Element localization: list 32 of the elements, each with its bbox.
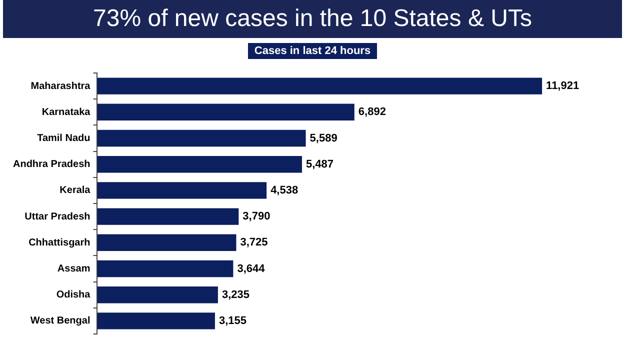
data-label: 5,487	[306, 158, 334, 170]
bar	[97, 260, 234, 278]
y-tick-label: Kerala	[60, 185, 91, 196]
data-label: 3,235	[222, 288, 250, 301]
data-label: 5,589	[310, 132, 338, 144]
y-tick-label: Tamil Nadu	[37, 133, 90, 144]
bar	[97, 234, 236, 251]
y-tick-label: Andhra Pradesh	[12, 159, 90, 170]
bar	[97, 104, 354, 120]
y-tick-label: Assam	[57, 264, 90, 274]
bar	[97, 182, 267, 199]
data-label: 3,725	[240, 236, 268, 249]
data-label: 11,921	[546, 80, 580, 92]
bar	[97, 286, 218, 304]
bar	[97, 130, 306, 147]
chart-title: 73% of new cases in the 10 States & UTs	[3, 0, 622, 38]
chart-subtitle: Cases in last 24 hours	[248, 43, 377, 59]
data-label: 4,538	[270, 184, 298, 196]
y-tick-label: Maharashtra	[30, 80, 91, 92]
y-tick-label: Chhattisgarh	[28, 237, 90, 248]
data-label: 6,892	[358, 106, 386, 118]
bar	[97, 312, 215, 330]
bar	[97, 208, 239, 225]
data-label: 3,790	[242, 210, 270, 223]
data-label: 3,644	[237, 262, 266, 275]
bar	[97, 78, 542, 94]
y-tick-label: West Bengal	[30, 316, 90, 327]
data-label: 3,155	[218, 314, 246, 327]
y-tick-label: Odisha	[56, 290, 91, 301]
y-tick-label: Uttar Pradesh	[24, 211, 90, 222]
y-tick-label: Karnataka	[42, 106, 91, 118]
bar	[97, 156, 302, 173]
